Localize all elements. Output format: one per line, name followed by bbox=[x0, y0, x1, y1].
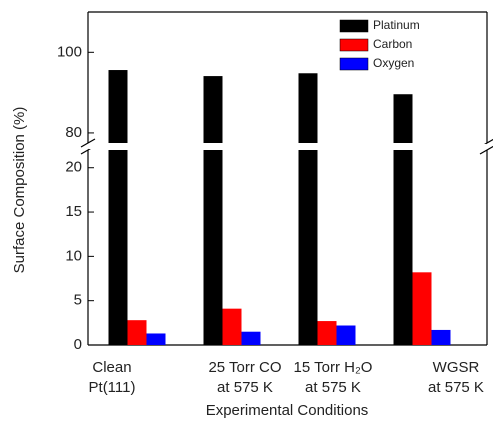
axis-break-mark bbox=[479, 145, 493, 155]
x-tick-label: at 575 K bbox=[305, 379, 361, 396]
bar bbox=[431, 329, 451, 345]
bar bbox=[336, 325, 356, 345]
bar bbox=[317, 321, 337, 345]
bar bbox=[146, 333, 166, 345]
x-axis-title: Experimental Conditions bbox=[206, 402, 369, 419]
y-tick-label: 15 bbox=[65, 203, 82, 220]
bar bbox=[393, 150, 413, 345]
bar bbox=[241, 331, 261, 345]
y-tick-label: 80 bbox=[65, 124, 82, 141]
x-tick-label: WGSR bbox=[433, 359, 480, 376]
x-tick-label: 25 Torr CO bbox=[208, 359, 281, 376]
bar bbox=[393, 94, 413, 143]
axis-break-mark bbox=[80, 138, 96, 148]
y-tick-label: 10 bbox=[65, 247, 82, 264]
bar bbox=[127, 320, 147, 345]
bar bbox=[108, 150, 128, 345]
y-tick-label: 20 bbox=[65, 159, 82, 176]
x-tick-label: 15 Torr H₂O bbox=[294, 359, 373, 376]
bar bbox=[412, 272, 432, 345]
y-tick-label: 5 bbox=[74, 292, 82, 309]
bar bbox=[203, 150, 223, 345]
legend-label: Oxygen bbox=[373, 56, 414, 70]
y-axis-title: Surface Composition (%) bbox=[11, 107, 28, 274]
bar bbox=[298, 73, 318, 143]
bar bbox=[298, 150, 318, 345]
axis-break-gap bbox=[80, 144, 96, 149]
x-tick-label: at 575 K bbox=[217, 379, 273, 396]
legend-label: Carbon bbox=[373, 37, 412, 51]
bar bbox=[203, 76, 223, 143]
x-tick-label: at 575 K bbox=[428, 379, 484, 396]
legend-swatch bbox=[339, 57, 369, 71]
y-tick-label: 0 bbox=[74, 336, 82, 353]
x-tick-label: Clean bbox=[92, 359, 131, 376]
legend-swatch bbox=[339, 38, 369, 52]
axis-break-band bbox=[89, 144, 486, 149]
legend-swatch bbox=[339, 19, 369, 33]
bar bbox=[108, 70, 128, 143]
y-tick-label: 100 bbox=[57, 43, 82, 60]
legend-label: Platinum bbox=[373, 18, 420, 32]
x-tick-label: Pt(111) bbox=[89, 379, 136, 396]
bar bbox=[222, 308, 242, 345]
